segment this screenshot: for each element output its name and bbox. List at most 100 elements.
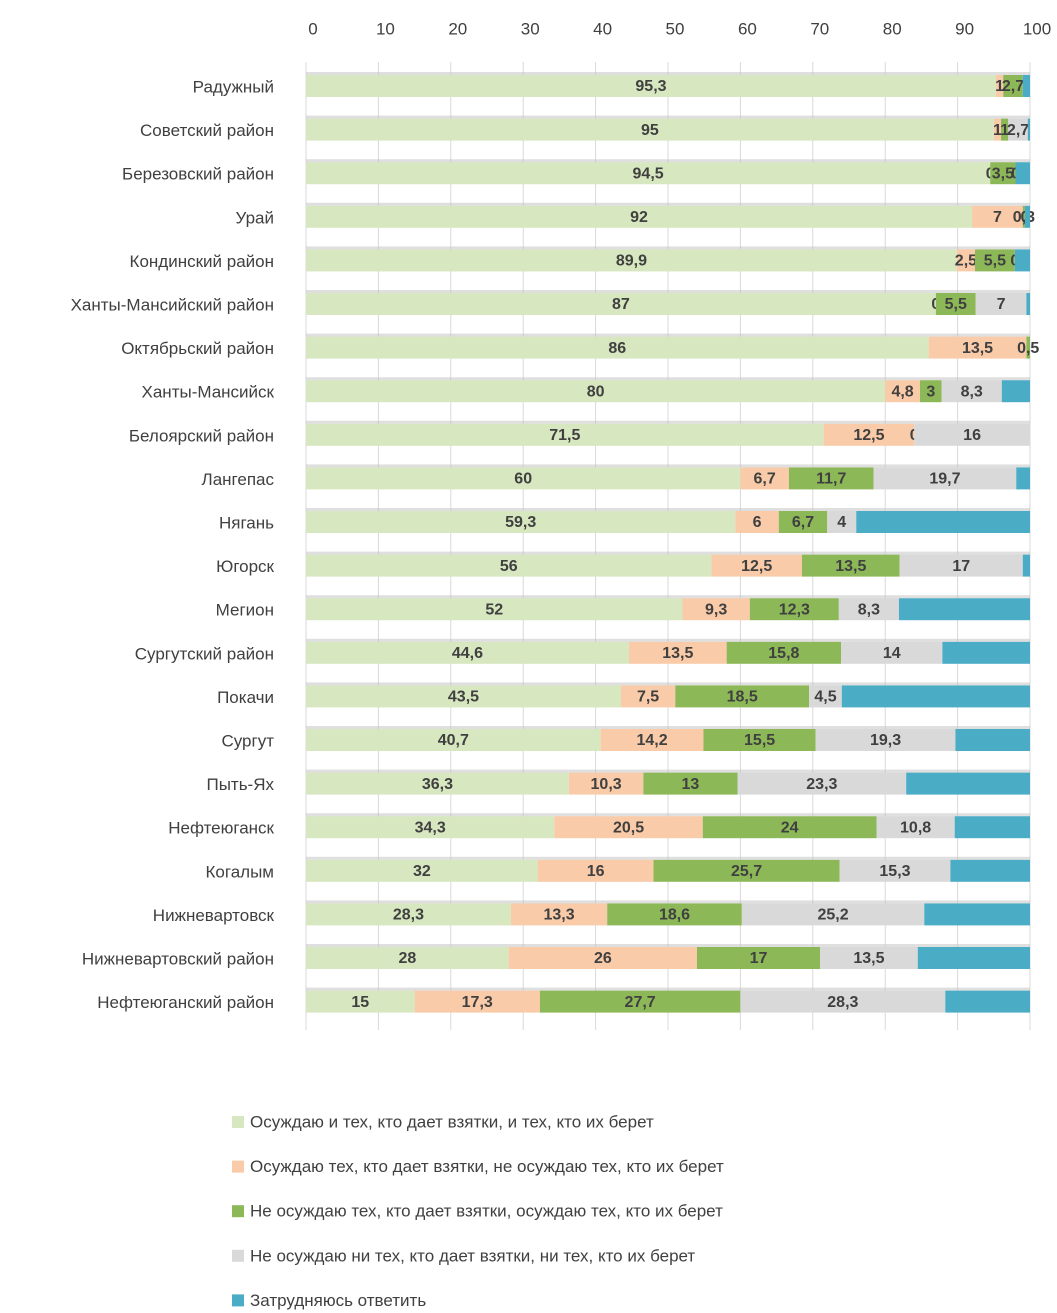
bar-segment bbox=[856, 511, 1030, 533]
legend-swatch bbox=[232, 1205, 244, 1218]
data-label: 95 bbox=[641, 122, 659, 139]
data-label: 89,9 bbox=[616, 253, 647, 270]
bar-segment bbox=[1022, 205, 1025, 228]
x-tick-label: 60 bbox=[738, 19, 757, 38]
bar-segment bbox=[1008, 118, 1028, 141]
bar-segment bbox=[539, 990, 741, 1013]
legend-swatch bbox=[232, 1160, 244, 1173]
legend-label: Осуждаю тех, кто дает взятки, не осуждаю… bbox=[250, 1157, 724, 1176]
bar-segment bbox=[711, 554, 802, 577]
data-label: 5,5 bbox=[984, 253, 1006, 270]
bar-segment bbox=[741, 903, 925, 926]
bar-top-edge bbox=[306, 377, 1030, 381]
x-tick-label: 30 bbox=[521, 19, 540, 38]
data-label: 71,5 bbox=[549, 427, 580, 444]
data-label: 16 bbox=[587, 863, 605, 880]
bar-top-edge bbox=[306, 813, 1030, 817]
bar-segment bbox=[919, 380, 942, 403]
bar-segment bbox=[306, 205, 973, 228]
bar-segment bbox=[510, 903, 608, 926]
bar-segment bbox=[726, 641, 842, 664]
bar-top-edge bbox=[306, 246, 1030, 250]
data-label: 1 bbox=[993, 122, 1002, 139]
bar-segment bbox=[306, 467, 741, 490]
data-label: 10,8 bbox=[900, 819, 931, 836]
bar-segment bbox=[306, 772, 569, 795]
bar-segment bbox=[306, 598, 683, 621]
y-tick-label: Покачи bbox=[217, 688, 274, 707]
bar-segment bbox=[554, 816, 703, 839]
bar-segment bbox=[306, 641, 629, 664]
bar-segment bbox=[941, 380, 1002, 403]
bar-segment bbox=[898, 598, 1030, 621]
y-tick-label: Нижневартовск bbox=[153, 906, 275, 925]
bar-segment bbox=[841, 641, 943, 664]
legend-label: Не осуждаю ни тех, кто дает взятки, ни т… bbox=[250, 1246, 695, 1265]
data-label: 9,3 bbox=[705, 601, 727, 618]
data-label: 12,5 bbox=[853, 427, 884, 444]
bar-segment bbox=[1014, 249, 1030, 272]
x-tick-label: 100 bbox=[1023, 19, 1051, 38]
bar-segment bbox=[809, 685, 842, 708]
bar-segment bbox=[788, 467, 874, 490]
data-label: 43,5 bbox=[448, 689, 479, 706]
data-label: 34,3 bbox=[415, 819, 446, 836]
bar-segment bbox=[823, 423, 915, 446]
y-tick-label: Белоярский район bbox=[129, 426, 274, 445]
bar-segment bbox=[306, 336, 929, 359]
x-tick-label: 10 bbox=[376, 19, 395, 38]
bar-segment bbox=[628, 641, 727, 664]
data-label: 44,6 bbox=[452, 645, 483, 662]
bar-segment bbox=[749, 598, 839, 621]
bar-segment bbox=[899, 554, 1023, 577]
bar-top-edge bbox=[306, 987, 1030, 991]
data-label: 8,3 bbox=[961, 383, 983, 400]
legend-swatch bbox=[232, 1116, 244, 1128]
data-label: 26 bbox=[594, 950, 612, 967]
data-label: 28 bbox=[398, 950, 416, 967]
y-tick-label: Урай bbox=[236, 208, 274, 227]
bar-segment bbox=[607, 903, 742, 926]
y-tick-label: Югорск bbox=[216, 557, 274, 576]
data-label: 7 bbox=[993, 209, 1002, 226]
data-label: 20,5 bbox=[613, 819, 644, 836]
data-label: 23,3 bbox=[806, 776, 837, 793]
bar-top-edge bbox=[306, 638, 1030, 642]
data-label: 4,5 bbox=[814, 689, 836, 706]
bar-segment bbox=[306, 685, 621, 708]
legend-swatch bbox=[232, 1249, 244, 1262]
bar-segment bbox=[820, 947, 918, 969]
bar-top-edge bbox=[306, 115, 1030, 119]
bar-top-edge bbox=[306, 726, 1030, 729]
bar-top-edge bbox=[306, 290, 1030, 293]
bar-segment bbox=[682, 598, 750, 621]
data-label: 11,7 bbox=[816, 471, 846, 488]
bar-segment bbox=[740, 990, 946, 1013]
data-label: 87 bbox=[612, 296, 630, 313]
data-label: 59,3 bbox=[505, 514, 536, 531]
data-label: 25,7 bbox=[731, 863, 762, 880]
data-label: 3,5 bbox=[992, 165, 1014, 182]
data-label: 27,7 bbox=[625, 994, 656, 1011]
bar-segment bbox=[620, 685, 676, 708]
x-tick-label: 20 bbox=[448, 19, 467, 38]
data-label: 80 bbox=[587, 383, 605, 400]
data-label: 15,3 bbox=[879, 863, 910, 880]
bar-segment bbox=[653, 859, 840, 882]
y-tick-label: Сургутский район bbox=[135, 644, 274, 663]
bar-segment bbox=[906, 772, 1030, 795]
data-label: 17 bbox=[952, 558, 970, 575]
data-label: 12,5 bbox=[741, 558, 772, 575]
bar-segment bbox=[306, 816, 555, 839]
bar-segment bbox=[675, 685, 810, 708]
y-tick-label: Радужный bbox=[193, 77, 274, 96]
data-label: 13,5 bbox=[962, 340, 993, 357]
bar-segment bbox=[1015, 162, 1030, 185]
bar-segment bbox=[306, 903, 511, 926]
bar-segment bbox=[1022, 75, 1030, 97]
bar-segment bbox=[1026, 336, 1030, 359]
bar-segment bbox=[975, 293, 1027, 315]
bar-segment bbox=[972, 205, 1023, 228]
data-label: 19,7 bbox=[929, 471, 960, 488]
data-label: 14,2 bbox=[637, 732, 668, 749]
